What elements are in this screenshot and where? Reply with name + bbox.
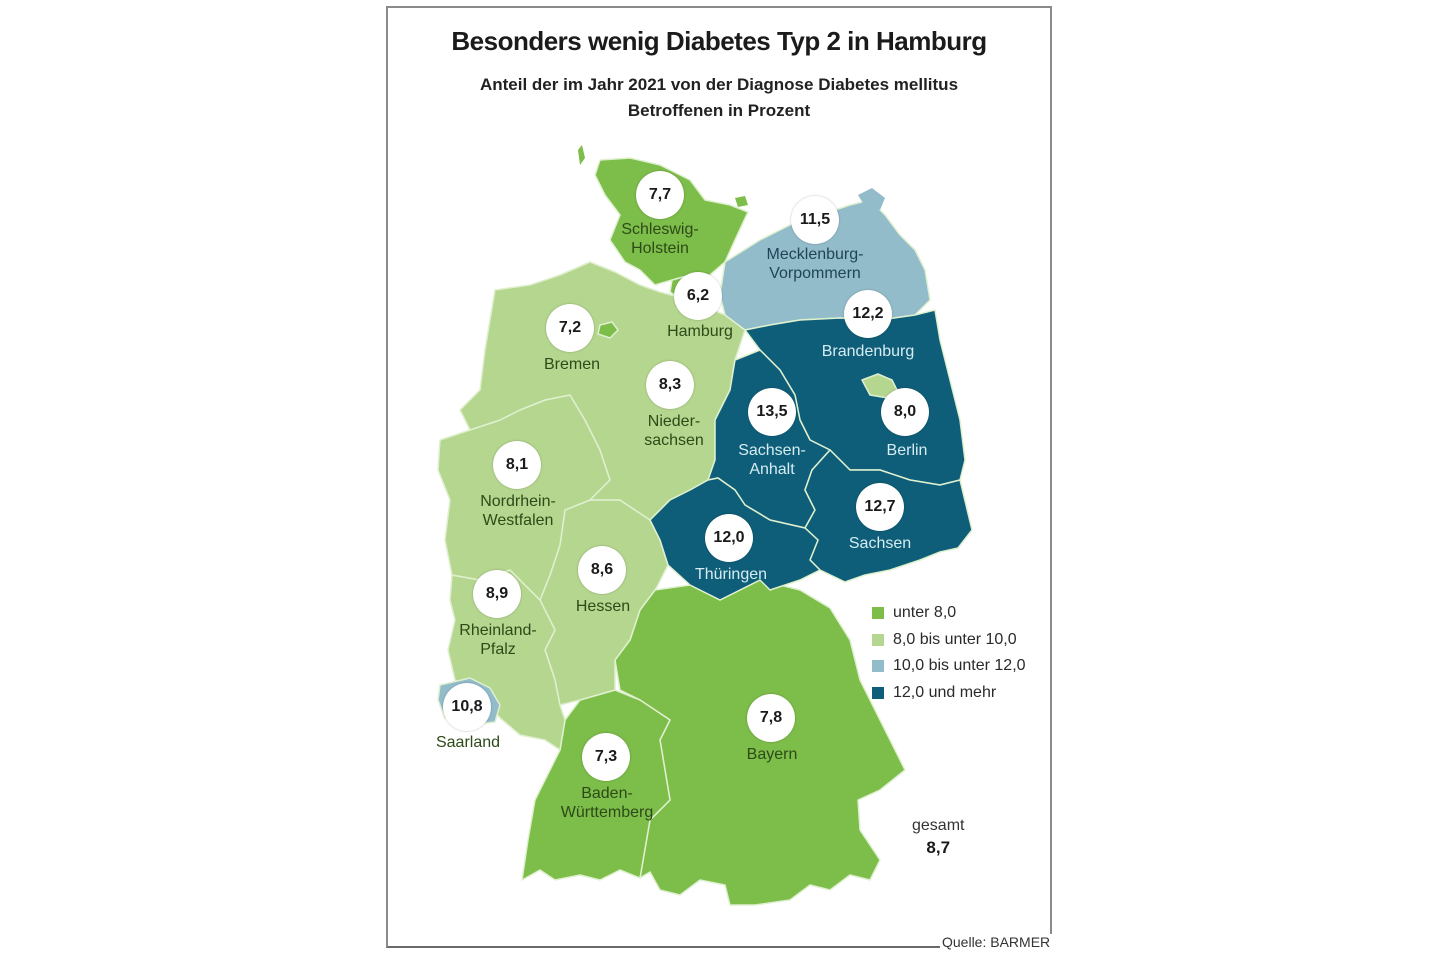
swatch-icon xyxy=(872,660,884,673)
label-hessen: Hessen xyxy=(575,598,631,615)
legend-item-unter-8: unter 8,0 xyxy=(872,600,1026,627)
label-saarland: Saarland xyxy=(435,734,501,751)
value-bubble-schleswig-holstein: 7,7 xyxy=(636,171,684,219)
label-sachsen-anhalt: Sachsen- Anhalt xyxy=(738,442,806,478)
label-bayern: Bayern xyxy=(746,746,798,763)
value-bubble-hamburg: 6,2 xyxy=(674,272,722,320)
swatch-icon xyxy=(872,607,884,620)
region-baden-wuerttemberg[interactable] xyxy=(521,689,671,881)
subtitle-line-2: Betroffenen in Prozent xyxy=(627,101,811,120)
value-bubble-sachsen: 12,7 xyxy=(856,483,904,531)
label-brandenburg: Brandenburg xyxy=(821,343,915,360)
label-rheinland-pfalz: Rheinland- Pfalz xyxy=(459,622,537,658)
label-thueringen: Thüringen xyxy=(694,566,768,583)
label-schleswig-holstein: Schleswig- Holstein xyxy=(621,221,699,257)
region-bremen[interactable] xyxy=(597,321,619,339)
label-mecklenburg-vorpommern: Mecklenburg- Vorpommern xyxy=(766,246,864,282)
legend-item-8-bis-10: 8,0 bis unter 10,0 xyxy=(872,627,1026,654)
value-bubble-mecklenburg-vorpommern: 11,5 xyxy=(791,196,839,244)
value-bubble-niedersachsen: 8,3 xyxy=(646,361,694,409)
legend: unter 8,0 8,0 bis unter 10,0 10,0 bis un… xyxy=(872,600,1026,706)
swatch-icon xyxy=(872,633,884,646)
source-credit: Quelle: BARMER xyxy=(940,934,1053,950)
label-baden-wuerttemberg: Baden- Württemberg xyxy=(560,785,654,821)
value-bubble-bayern: 7,8 xyxy=(747,694,795,742)
label-hamburg: Hamburg xyxy=(667,323,733,340)
value-bubble-berlin: 8,0 xyxy=(881,388,929,436)
legend-item-10-bis-12: 10,0 bis unter 12,0 xyxy=(872,653,1026,680)
chart-title: Besonders wenig Diabetes Typ 2 in Hambur… xyxy=(451,26,987,56)
legend-item-12-und-mehr: 12,0 und mehr xyxy=(872,680,1026,707)
island-sylt xyxy=(578,145,585,165)
label-bremen: Bremen xyxy=(543,356,601,373)
value-bubble-bremen: 7,2 xyxy=(546,304,594,352)
label-nordrhein-westfalen: Nordrhein- Westfalen xyxy=(480,493,556,529)
legend-label: 10,0 bis unter 12,0 xyxy=(893,657,1026,675)
legend-label: unter 8,0 xyxy=(893,604,957,622)
label-niedersachsen: Nieder- sachsen xyxy=(644,413,704,449)
value-bubble-brandenburg: 12,2 xyxy=(844,290,892,338)
total-label: gesamt xyxy=(912,817,965,834)
total-value: 8,7 xyxy=(926,838,951,857)
chart-subtitle: Anteil der im Jahr 2021 von der Diagnose… xyxy=(386,72,1052,124)
subtitle-line-1: Anteil der im Jahr 2021 von der Diagnose… xyxy=(479,75,959,94)
value-bubble-nordrhein-westfalen: 8,1 xyxy=(493,441,541,489)
swatch-icon xyxy=(872,686,884,699)
island-fehmarn xyxy=(735,196,748,207)
value-bubble-hessen: 8,6 xyxy=(578,546,626,594)
value-bubble-rheinland-pfalz: 8,9 xyxy=(473,570,521,618)
total-summary: gesamt 8,7 xyxy=(912,815,964,859)
value-bubble-saarland: 10,8 xyxy=(443,683,491,731)
value-bubble-baden-wuerttemberg: 7,3 xyxy=(582,733,630,781)
island-ruegen xyxy=(858,188,885,210)
legend-label: 8,0 bis unter 10,0 xyxy=(893,630,1017,648)
label-sachsen: Sachsen xyxy=(848,535,912,552)
value-bubble-thueringen: 12,0 xyxy=(705,514,753,562)
label-berlin: Berlin xyxy=(886,442,928,459)
value-bubble-sachsen-anhalt: 13,5 xyxy=(748,388,796,436)
legend-label: 12,0 und mehr xyxy=(893,683,997,701)
